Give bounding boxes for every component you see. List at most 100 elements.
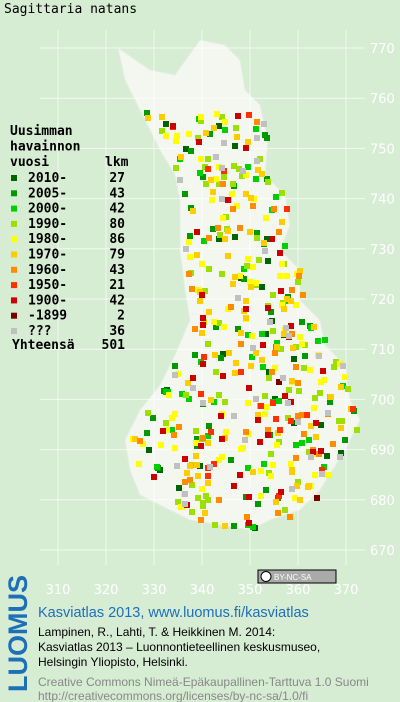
record-square bbox=[243, 429, 249, 435]
record-square bbox=[200, 361, 206, 367]
record-square bbox=[199, 486, 205, 492]
record-square bbox=[163, 121, 169, 127]
record-square bbox=[278, 288, 284, 294]
record-square bbox=[211, 461, 217, 467]
record-square bbox=[145, 115, 151, 121]
record-square bbox=[265, 258, 271, 264]
record-square bbox=[238, 369, 244, 375]
record-square bbox=[144, 110, 150, 116]
record-square bbox=[221, 174, 227, 180]
record-square bbox=[222, 399, 228, 405]
legend-count-heading: lkm bbox=[105, 155, 129, 170]
record-square bbox=[198, 156, 204, 162]
record-square bbox=[213, 324, 219, 330]
record-square bbox=[234, 134, 240, 140]
legend-count: 27 bbox=[109, 171, 125, 186]
record-square bbox=[222, 523, 228, 529]
legend-swatch bbox=[11, 175, 17, 181]
record-square bbox=[240, 445, 246, 451]
record-square bbox=[245, 164, 251, 170]
record-square bbox=[228, 457, 234, 463]
record-square bbox=[253, 176, 259, 182]
record-square bbox=[246, 494, 252, 500]
record-square bbox=[220, 351, 226, 357]
record-square bbox=[289, 287, 295, 293]
record-square bbox=[279, 261, 285, 267]
record-square bbox=[339, 418, 345, 424]
record-square bbox=[159, 114, 165, 120]
legend-count: 43 bbox=[109, 186, 125, 201]
record-square bbox=[206, 235, 212, 241]
record-square bbox=[281, 331, 287, 337]
record-square bbox=[190, 385, 196, 391]
northing-label: 670 bbox=[370, 544, 395, 559]
record-square bbox=[266, 375, 272, 381]
record-square bbox=[237, 472, 243, 478]
record-square bbox=[145, 410, 151, 416]
record-square bbox=[313, 420, 319, 426]
record-square bbox=[295, 279, 301, 285]
record-square bbox=[169, 427, 175, 433]
record-square bbox=[232, 234, 238, 240]
record-square bbox=[209, 197, 215, 203]
record-square bbox=[289, 378, 295, 384]
record-square bbox=[293, 442, 299, 448]
record-square bbox=[219, 271, 225, 277]
badge-text: BY-NC-SA bbox=[274, 573, 312, 582]
record-square bbox=[254, 135, 260, 141]
record-square bbox=[203, 130, 209, 136]
record-square bbox=[174, 133, 180, 139]
record-square bbox=[169, 415, 175, 421]
legend-label: 1980- bbox=[28, 232, 67, 247]
record-square bbox=[231, 523, 237, 529]
record-square bbox=[172, 372, 178, 378]
record-square bbox=[193, 440, 199, 446]
record-square bbox=[173, 138, 179, 144]
species-title: Sagittaria natans bbox=[4, 2, 137, 17]
record-square bbox=[262, 132, 268, 138]
record-square bbox=[243, 298, 249, 304]
record-square bbox=[177, 177, 183, 183]
record-square bbox=[234, 203, 240, 209]
record-square bbox=[203, 181, 209, 187]
record-square bbox=[263, 487, 269, 493]
atlas-link[interactable]: Kasviatlas 2013, www.luomus.fi/kasviatla… bbox=[38, 605, 309, 621]
record-square bbox=[232, 143, 238, 149]
record-square bbox=[306, 449, 312, 455]
record-square bbox=[236, 166, 242, 172]
legend-heading: Uusimman bbox=[10, 124, 73, 139]
record-square bbox=[225, 228, 231, 234]
record-square bbox=[272, 350, 278, 356]
record-square bbox=[246, 520, 252, 526]
record-square bbox=[240, 168, 246, 174]
easting-label: 360 bbox=[286, 583, 311, 598]
record-square bbox=[301, 431, 307, 437]
record-square bbox=[246, 112, 252, 118]
record-square bbox=[187, 233, 193, 239]
citation-line: Kasviatlas 2013 – Luonnontieteellinen ke… bbox=[38, 640, 320, 654]
record-square bbox=[233, 125, 239, 131]
record-square bbox=[283, 325, 289, 331]
record-square bbox=[273, 416, 279, 422]
record-square bbox=[288, 323, 294, 329]
record-square bbox=[194, 252, 200, 258]
legend-count: 79 bbox=[109, 248, 125, 263]
record-square bbox=[338, 384, 344, 390]
legend-label: 1990- bbox=[28, 217, 67, 232]
record-square bbox=[320, 368, 326, 374]
record-square bbox=[200, 322, 206, 328]
record-square bbox=[210, 189, 216, 195]
record-square bbox=[245, 400, 251, 406]
record-square bbox=[311, 324, 317, 330]
record-square bbox=[235, 113, 241, 119]
record-square bbox=[267, 319, 273, 325]
record-square bbox=[277, 427, 283, 433]
record-square bbox=[306, 483, 312, 489]
record-square bbox=[254, 158, 260, 164]
record-square bbox=[216, 457, 222, 463]
record-square bbox=[263, 215, 269, 221]
records bbox=[130, 110, 360, 531]
record-square bbox=[279, 190, 285, 196]
record-square bbox=[314, 495, 320, 501]
record-square bbox=[275, 510, 281, 516]
